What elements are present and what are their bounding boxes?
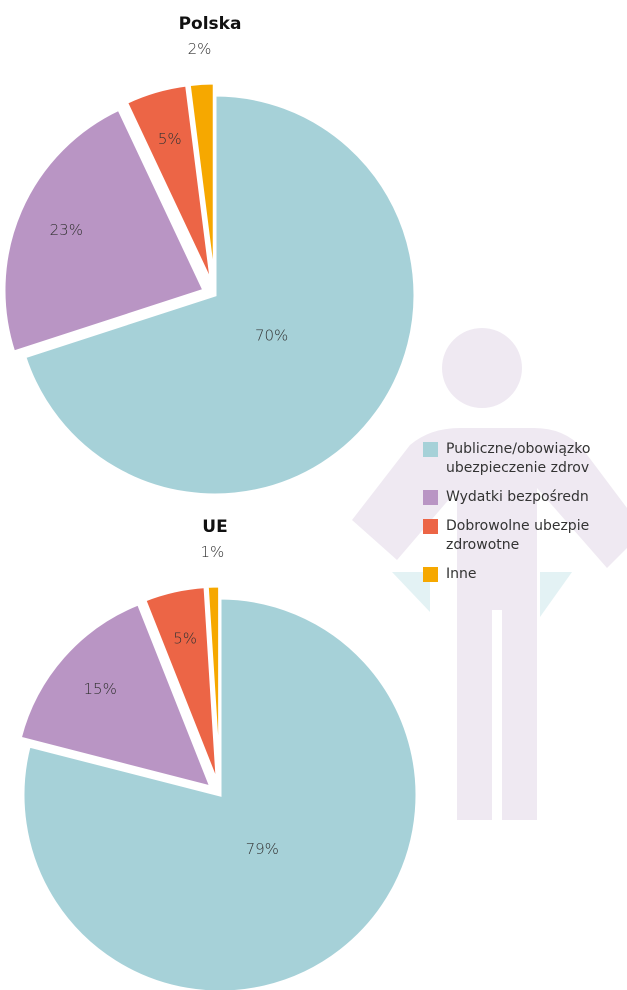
legend-swatch: [423, 490, 438, 505]
value-label: 15%: [83, 680, 116, 698]
legend: Publiczne/obowiązko ubezpieczenie zdrov W…: [423, 440, 613, 594]
legend-label: Wydatki bezpośredn: [446, 488, 613, 507]
legend-item: Dobrowolne ubezpie zdrowotne: [423, 517, 613, 555]
chart-title: UE: [202, 517, 227, 537]
legend-label: Inne: [446, 565, 613, 584]
value-label: 23%: [50, 221, 83, 239]
value-label: 5%: [173, 630, 197, 648]
value-label: 79%: [246, 840, 279, 858]
value-label: 1%: [200, 543, 224, 561]
value-label: 2%: [188, 40, 212, 58]
legend-swatch: [423, 567, 438, 582]
legend-item: Inne: [423, 565, 613, 584]
legend-item: Publiczne/obowiązko ubezpieczenie zdrov: [423, 440, 613, 478]
chart-title: Polska: [179, 14, 242, 34]
page: Polska 70% 23% 5% 2% UE 79% 15% 5% 1% Publiczne/o…: [0, 0, 627, 990]
value-label: 5%: [158, 130, 182, 148]
legend-label: Dobrowolne ubezpie zdrowotne: [446, 517, 613, 555]
legend-item: Wydatki bezpośredn: [423, 488, 613, 507]
legend-swatch: [423, 442, 438, 457]
legend-label: Publiczne/obowiązko ubezpieczenie zdrov: [446, 440, 613, 478]
legend-swatch: [423, 519, 438, 534]
value-label: 70%: [255, 327, 288, 345]
